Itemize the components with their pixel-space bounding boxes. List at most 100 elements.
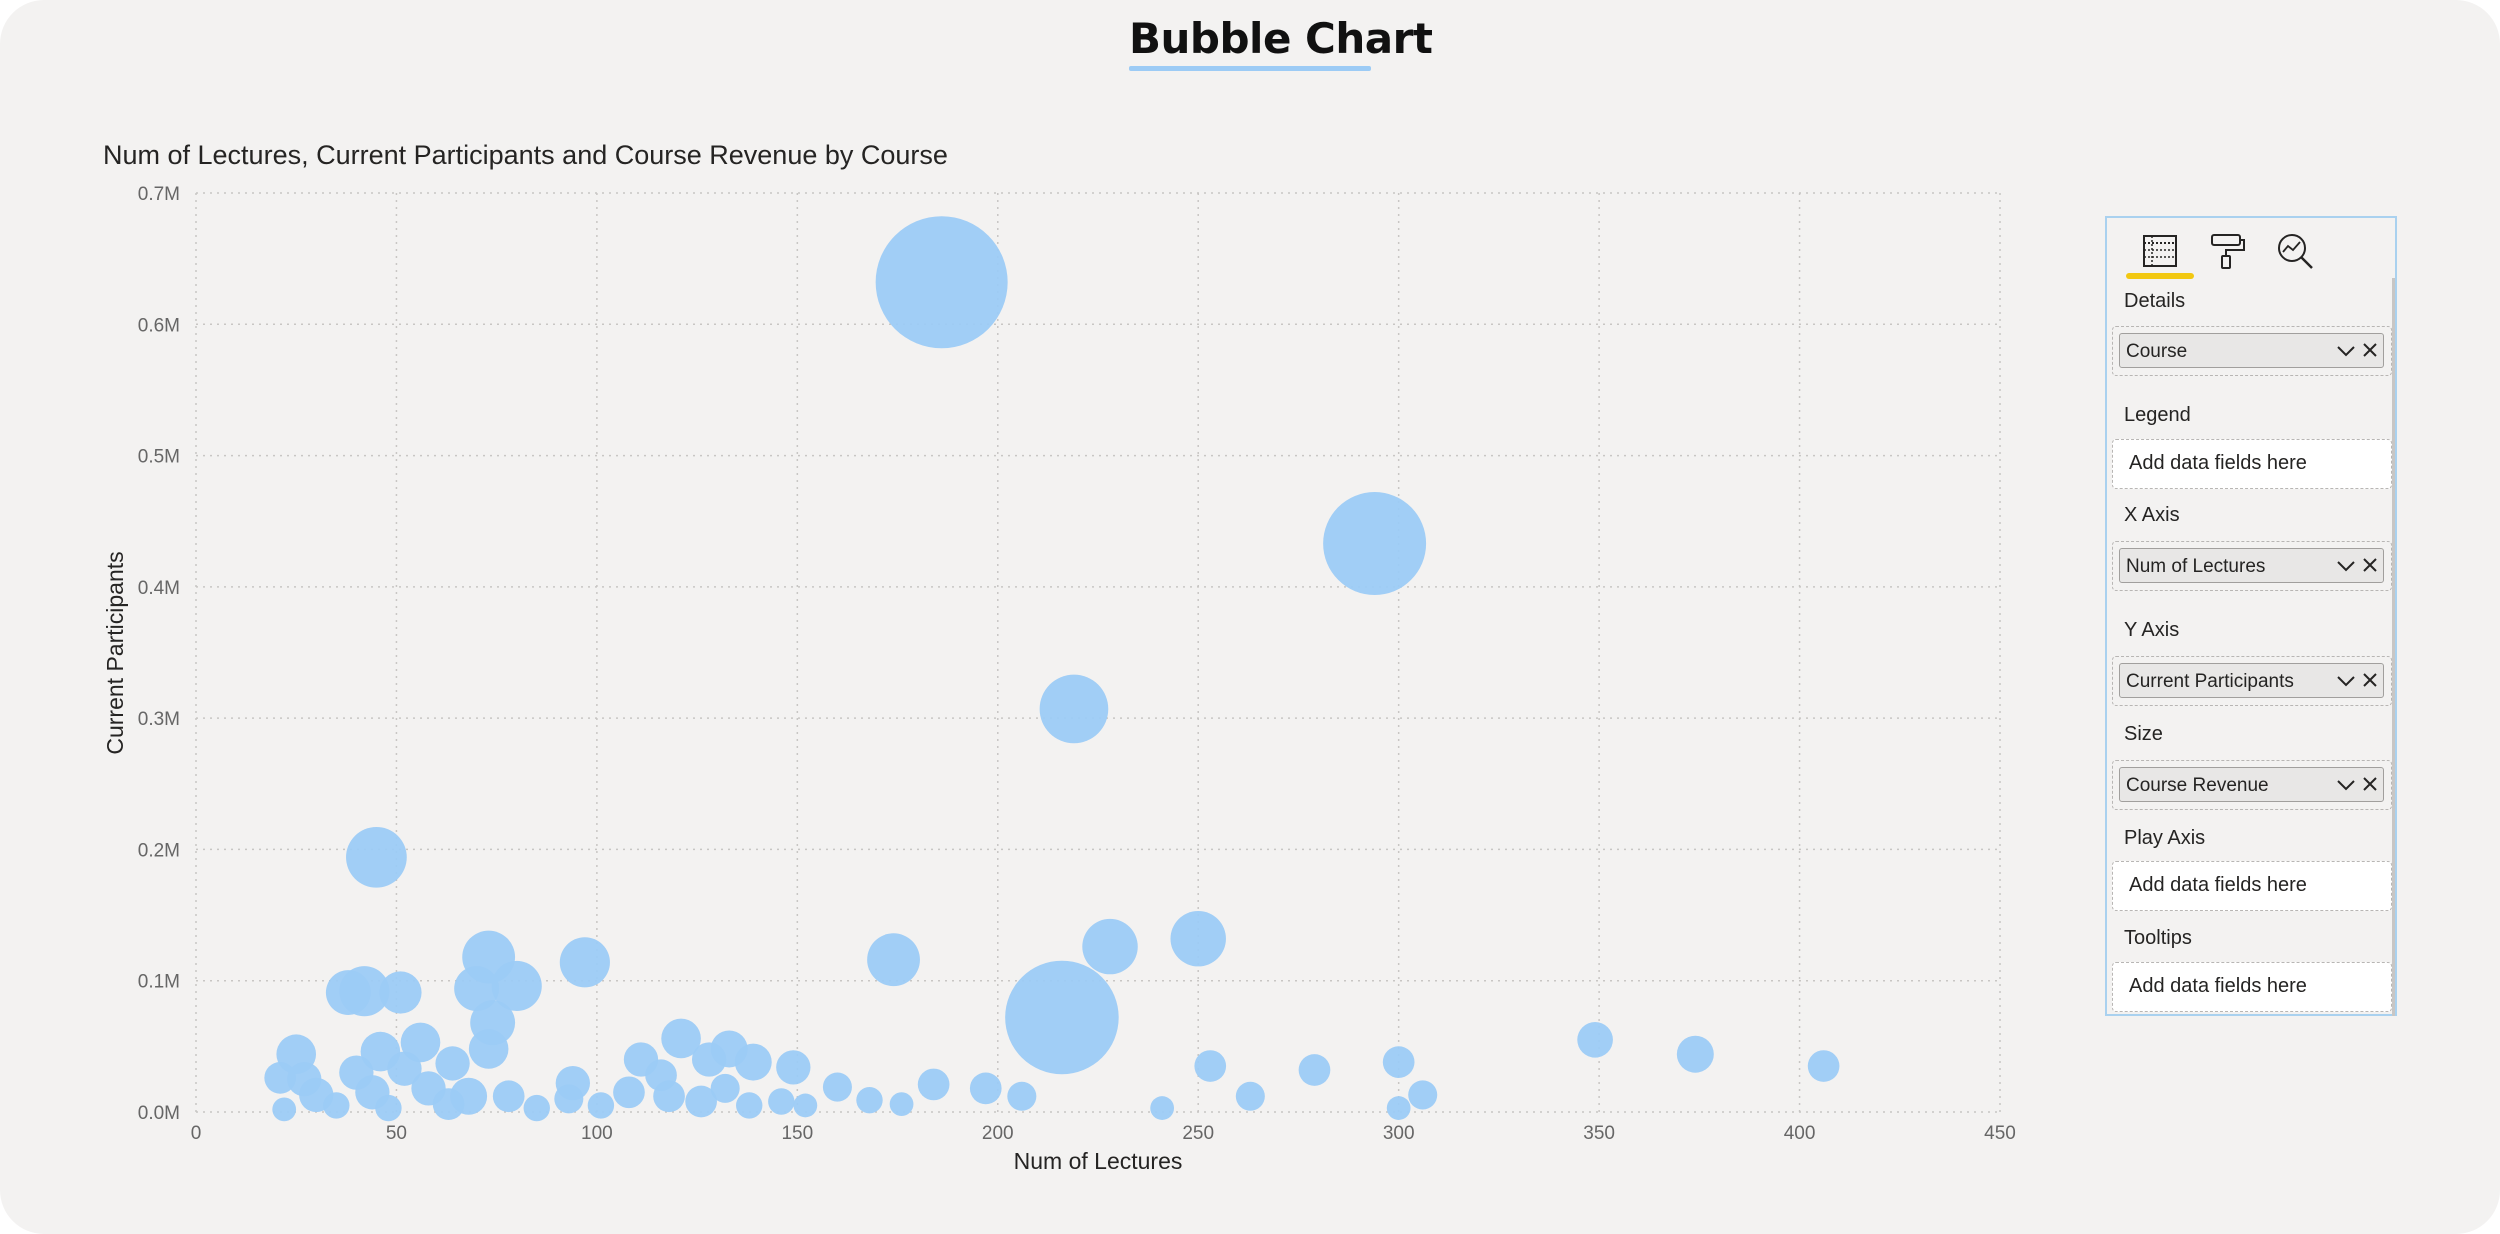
bubble-point[interactable] [710,1073,740,1103]
details-well-label: Details [2124,290,2186,312]
size-field-chip[interactable]: Course Revenue [2119,767,2384,802]
x-tick-label: 150 [781,1123,813,1144]
bubble-point[interactable] [523,1094,550,1122]
bubble-point[interactable] [1150,1096,1175,1120]
tooltips-well-placeholder: Add data fields here [2129,975,2307,997]
bubble-point[interactable] [1194,1050,1227,1082]
bubble-point[interactable] [768,1088,795,1115]
tooltips-well[interactable]: Add data fields here [2112,962,2392,1012]
x-tick-label: 400 [1784,1123,1816,1144]
bubble-point[interactable] [400,1022,441,1063]
bubble-point[interactable] [1382,1046,1415,1078]
close-icon[interactable] [2363,558,2377,572]
bubble-point[interactable] [1170,910,1226,967]
fields-icon[interactable] [2137,228,2183,274]
bubble-point[interactable] [491,960,542,1012]
bubble-point[interactable] [454,966,500,1012]
bubble-point[interactable] [1005,960,1119,1075]
y-axis-field-chip[interactable]: Current Participants [2119,663,2384,698]
bubble-point[interactable] [468,1029,509,1069]
bubble-point[interactable] [1676,1035,1714,1073]
bubble-series[interactable] [264,216,1840,1122]
pane-scrollbar[interactable] [2392,278,2395,1016]
chevron-down-icon[interactable] [2336,778,2356,792]
close-icon[interactable] [2363,343,2377,357]
bubble-point[interactable] [375,1094,402,1122]
chevron-down-icon[interactable] [2336,344,2356,358]
bubble-point[interactable] [875,216,1008,349]
bubble-point[interactable] [325,970,371,1015]
x-axis-well-label: X Axis [2124,504,2180,526]
bubble-point[interactable] [264,1062,297,1094]
bubble-point[interactable] [613,1076,645,1109]
bubble-point[interactable] [969,1072,1002,1105]
page-title: Bubble Chart [1129,14,1433,63]
legend-well-placeholder: Add data fields here [2129,452,2307,474]
y-tick-label: 0.6M [138,315,180,336]
bubble-point[interactable] [822,1072,852,1102]
bubble-point[interactable] [346,826,407,888]
bubble-point[interactable] [793,1093,818,1118]
close-icon[interactable] [2363,777,2377,791]
bubble-point[interactable] [435,1046,470,1081]
x-axis-well[interactable]: Num of Lectures [2112,541,2392,591]
legend-well-label: Legend [2124,404,2191,426]
bubble-point[interactable] [587,1092,615,1119]
y-axis-well[interactable]: Current Participants [2112,656,2392,706]
bubble-point[interactable] [1323,492,1427,596]
x-tick-label: 50 [386,1123,407,1144]
y-axis-ticks: 0.0M 0.1M 0.2M 0.3M 0.4M 0.5M 0.6M 0.7M [138,184,180,1124]
chevron-down-icon[interactable] [2336,559,2356,573]
x-axis-field-chip[interactable]: Num of Lectures [2119,548,2384,583]
bubble-point[interactable] [776,1050,811,1085]
bubble-point[interactable] [889,1092,914,1117]
bubble-point[interactable] [554,1084,584,1114]
y-axis-field-label: Current Participants [2126,671,2294,692]
bubble-point[interactable] [1235,1081,1265,1111]
close-icon[interactable] [2363,673,2377,687]
y-tick-label: 0.2M [138,840,180,861]
bubble-point[interactable] [685,1085,717,1118]
details-well[interactable]: Course [2112,326,2392,376]
chevron-down-icon[interactable] [2336,674,2356,688]
x-tick-label: 0 [191,1123,202,1144]
bubble-point[interactable] [272,1097,297,1122]
bubble-point[interactable] [1807,1050,1840,1082]
bubble-point[interactable] [1577,1021,1613,1058]
bubble-point[interactable] [559,937,610,988]
bubble-point[interactable] [1007,1081,1037,1111]
bubble-point[interactable] [1039,674,1109,744]
bubble-point[interactable] [856,1086,883,1114]
bubble-point[interactable] [379,971,422,1014]
x-tick-label: 100 [581,1123,613,1144]
x-axis-field-label: Num of Lectures [2126,556,2266,577]
paint-roller-icon[interactable] [2204,228,2250,274]
bubble-point[interactable] [917,1068,950,1101]
x-tick-label: 450 [1984,1123,2016,1144]
bubble-point[interactable] [653,1080,685,1113]
bubble-point[interactable] [492,1080,525,1113]
bubble-point[interactable] [1298,1054,1331,1086]
play-axis-well[interactable]: Add data fields here [2112,861,2392,911]
details-field-chip[interactable]: Course [2119,333,2384,368]
legend-well[interactable]: Add data fields here [2112,439,2392,489]
bubble-point[interactable] [691,1042,727,1077]
bubble-point[interactable] [867,933,920,987]
size-well[interactable]: Course Revenue [2112,760,2392,810]
x-tick-label: 250 [1182,1123,1214,1144]
bubble-point[interactable] [1408,1080,1438,1110]
bubble-point[interactable] [1082,918,1138,975]
bubble-point[interactable] [736,1092,763,1119]
bubble-point[interactable] [1386,1096,1411,1120]
bubble-point[interactable] [734,1043,772,1081]
bubble-point[interactable] [661,1018,701,1059]
page-title-underline [1129,66,1371,71]
y-tick-label: 0.7M [138,184,180,205]
bubble-point[interactable] [323,1092,350,1119]
details-field-label: Course [2126,341,2188,362]
play-axis-well-placeholder: Add data fields here [2129,874,2307,896]
bubble-point[interactable] [387,1051,422,1086]
bubble-point[interactable] [432,1088,465,1120]
analytics-magnifier-icon[interactable] [2272,228,2318,274]
